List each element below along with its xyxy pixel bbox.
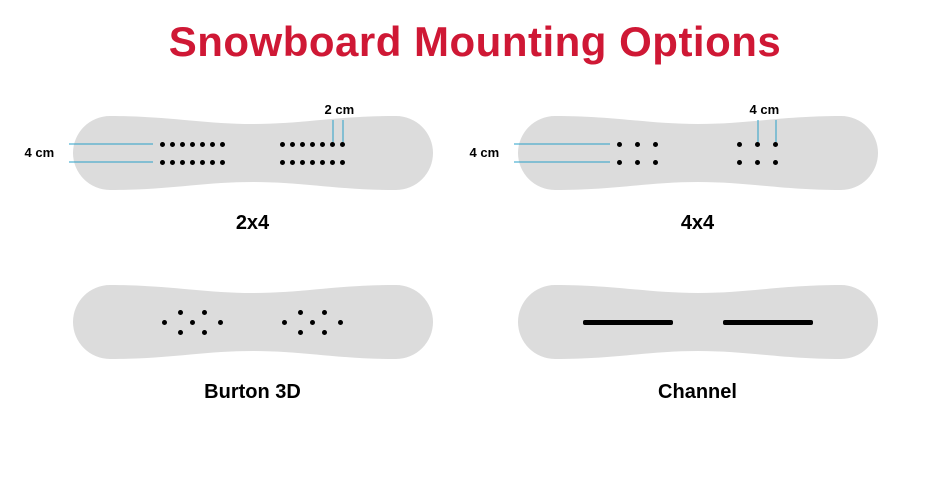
callout-col-spacing: 2 cm xyxy=(325,102,355,117)
callout-row-spacing: 4 cm xyxy=(470,145,500,160)
cell-burton3d: Burton 3D xyxy=(60,275,445,424)
board-wrap-burton3d xyxy=(60,275,445,375)
cell-4x4: 4 cm4 cm 4x4 xyxy=(505,86,890,235)
board-grid: 4 cm2 cm 2x4 4 cm4 cm 4x4 Burton xyxy=(0,66,950,444)
board-shape xyxy=(73,285,433,359)
callout-row-spacing: 4 cm xyxy=(25,145,55,160)
board-wrap-4x4: 4 cm4 cm xyxy=(505,86,890,206)
callout-col-spacing: 4 cm xyxy=(750,102,780,117)
board-wrap-2x4: 4 cm2 cm xyxy=(60,86,445,206)
board-burton3d xyxy=(73,285,433,359)
board-shape xyxy=(518,285,878,359)
board-shape xyxy=(518,116,878,190)
board-wrap-channel xyxy=(505,275,890,375)
cell-2x4: 4 cm2 cm 2x4 xyxy=(60,86,445,235)
page-title: Snowboard Mounting Options xyxy=(0,18,950,66)
board-channel xyxy=(518,285,878,359)
board-4x4: 4 cm4 cm xyxy=(518,116,878,190)
cell-channel: Channel xyxy=(505,275,890,424)
label-2x4: 2x4 xyxy=(236,212,269,235)
board-shape xyxy=(73,116,433,190)
label-burton3d: Burton 3D xyxy=(204,381,301,404)
board-2x4: 4 cm2 cm xyxy=(73,116,433,190)
label-channel: Channel xyxy=(658,381,737,404)
label-4x4: 4x4 xyxy=(681,212,714,235)
